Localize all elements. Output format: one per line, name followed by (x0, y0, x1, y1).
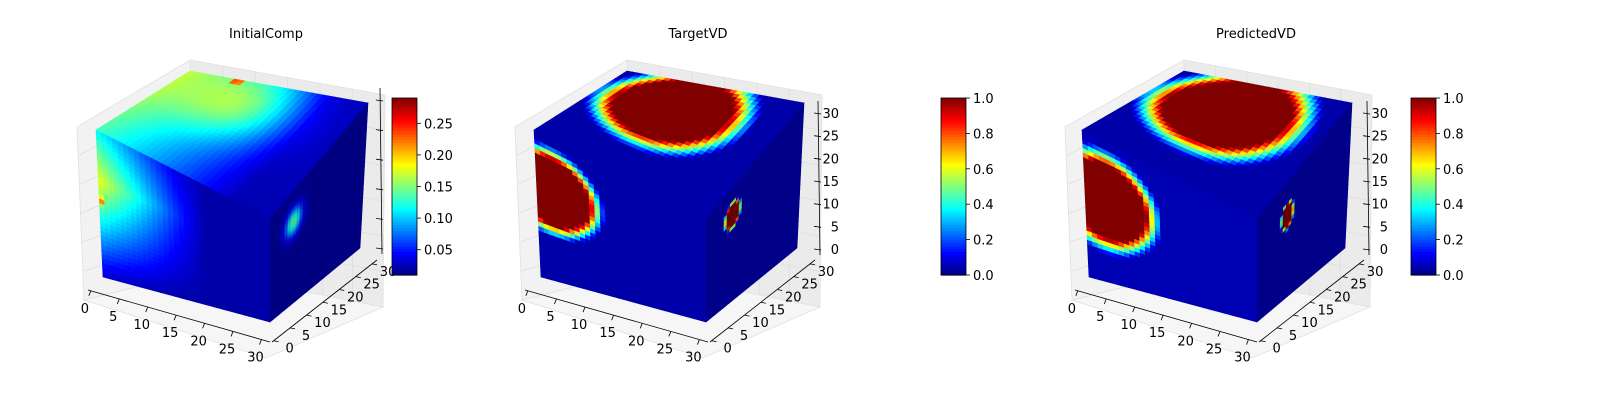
x-tick-label: 10 (133, 318, 150, 333)
x-tick-label: 15 (162, 326, 179, 341)
colorbar: 0.05 0.10 0.15 0.20 0.25 (391, 97, 453, 276)
x-tick-label: 30 (247, 351, 264, 366)
x-tick-label: 0 (81, 302, 89, 317)
chart-title: InitialComp (229, 27, 303, 42)
colorbar-tick-label: 0.15 (424, 181, 453, 196)
y-tick-label: 5 (302, 329, 310, 344)
x-tick-label: 25 (219, 342, 236, 357)
colorbar-segment (392, 98, 417, 102)
cube-top-face (95, 70, 369, 220)
x-tick-label: 20 (190, 334, 207, 349)
colorbar-tick-label: 0.10 (424, 212, 453, 227)
y-tick-label: 25 (363, 278, 380, 293)
y-tick-label: 20 (347, 290, 364, 305)
panel-target: TargetVD05101520253005101520253030252015… (514, 27, 994, 366)
x-tick-label: 5 (109, 310, 117, 325)
colorbar-tick-label: 0.05 (424, 244, 453, 259)
y-tick-label: 0 (286, 342, 294, 357)
colorbar-tick-label: 0.20 (424, 149, 453, 164)
y-tick-label: 10 (314, 316, 331, 331)
cube-front-face (95, 129, 271, 323)
y-tick-label: 15 (331, 303, 348, 318)
panel-initial: InitialComp0510152025300510152025300.050… (76, 27, 453, 366)
colorbar-tick-label: 0.25 (424, 117, 453, 132)
